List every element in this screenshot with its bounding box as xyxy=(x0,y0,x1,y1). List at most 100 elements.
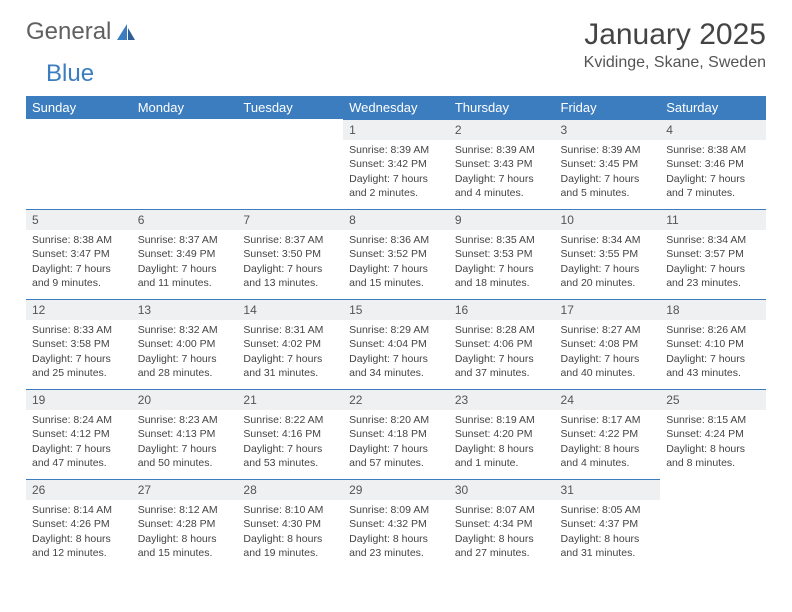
weekday-header: Friday xyxy=(555,96,661,119)
day-number: 7 xyxy=(237,209,343,230)
day-body: Sunrise: 8:39 AMSunset: 3:43 PMDaylight:… xyxy=(449,140,555,204)
day-body: Sunrise: 8:23 AMSunset: 4:13 PMDaylight:… xyxy=(132,410,238,474)
daylight-line: Daylight: 7 hours and 7 minutes. xyxy=(666,172,760,200)
brand-part1: General xyxy=(26,18,111,46)
brand-part2: Blue xyxy=(46,60,94,87)
calendar-day-cell: 1Sunrise: 8:39 AMSunset: 3:42 PMDaylight… xyxy=(343,119,449,209)
day-number: 17 xyxy=(555,299,661,320)
day-number: 31 xyxy=(555,479,661,500)
sunset-line: Sunset: 3:50 PM xyxy=(243,247,337,261)
sunrise-line: Sunrise: 8:27 AM xyxy=(561,323,655,337)
daylight-line: Daylight: 7 hours and 23 minutes. xyxy=(666,262,760,290)
daylight-line: Daylight: 7 hours and 43 minutes. xyxy=(666,352,760,380)
weekday-header: Monday xyxy=(132,96,238,119)
day-number: 25 xyxy=(660,389,766,410)
sunrise-line: Sunrise: 8:39 AM xyxy=(561,143,655,157)
day-number: 5 xyxy=(26,209,132,230)
daylight-line: Daylight: 7 hours and 47 minutes. xyxy=(32,442,126,470)
sunset-line: Sunset: 4:08 PM xyxy=(561,337,655,351)
day-body: Sunrise: 8:31 AMSunset: 4:02 PMDaylight:… xyxy=(237,320,343,384)
sunset-line: Sunset: 4:24 PM xyxy=(666,427,760,441)
weekday-header: Wednesday xyxy=(343,96,449,119)
daylight-line: Daylight: 7 hours and 53 minutes. xyxy=(243,442,337,470)
daylight-line: Daylight: 7 hours and 5 minutes. xyxy=(561,172,655,200)
calendar-day-cell: 5Sunrise: 8:38 AMSunset: 3:47 PMDaylight… xyxy=(26,209,132,299)
calendar-week-row: 19Sunrise: 8:24 AMSunset: 4:12 PMDayligh… xyxy=(26,389,766,479)
day-body: Sunrise: 8:35 AMSunset: 3:53 PMDaylight:… xyxy=(449,230,555,294)
sunrise-line: Sunrise: 8:07 AM xyxy=(455,503,549,517)
sunrise-line: Sunrise: 8:28 AM xyxy=(455,323,549,337)
calendar-day-cell: 17 Sunrise: 8:27 AMSunset: 4:08 PMDayligh… xyxy=(555,299,661,389)
sunset-line: Sunset: 4:34 PM xyxy=(455,517,549,531)
daylight-line: Daylight: 7 hours and 37 minutes. xyxy=(455,352,549,380)
daylight-line: Daylight: 7 hours and 40 minutes. xyxy=(561,352,655,380)
month-title: January 2025 xyxy=(584,18,766,52)
calendar-day-cell: 9Sunrise: 8:35 AMSunset: 3:53 PMDaylight… xyxy=(449,209,555,299)
sunrise-line: Sunrise: 8:34 AM xyxy=(561,233,655,247)
sunset-line: Sunset: 4:32 PM xyxy=(349,517,443,531)
day-number: 21 xyxy=(237,389,343,410)
calendar-week-row: 1Sunrise: 8:39 AMSunset: 3:42 PMDaylight… xyxy=(26,119,766,209)
sunset-line: Sunset: 4:12 PM xyxy=(32,427,126,441)
sunrise-line: Sunrise: 8:39 AM xyxy=(455,143,549,157)
day-number: 28 xyxy=(237,479,343,500)
weekday-header: Tuesday xyxy=(237,96,343,119)
sunrise-line: Sunrise: 8:23 AM xyxy=(138,413,232,427)
sunset-line: Sunset: 3:49 PM xyxy=(138,247,232,261)
calendar-day-cell: 24Sunrise: 8:17 AMSunset: 4:22 PMDayligh… xyxy=(555,389,661,479)
day-body: Sunrise: 8:33 AMSunset: 3:58 PMDaylight:… xyxy=(26,320,132,384)
calendar-empty-cell xyxy=(26,119,132,209)
day-number: 23 xyxy=(449,389,555,410)
daylight-line: Daylight: 8 hours and 8 minutes. xyxy=(666,442,760,470)
sunrise-line: Sunrise: 8:33 AM xyxy=(32,323,126,337)
calendar-day-cell: 27Sunrise: 8:12 AMSunset: 4:28 PMDayligh… xyxy=(132,479,238,569)
calendar-week-row: 5Sunrise: 8:38 AMSunset: 3:47 PMDaylight… xyxy=(26,209,766,299)
calendar-day-cell: 18Sunrise: 8:26 AMSunset: 4:10 PMDayligh… xyxy=(660,299,766,389)
daylight-line: Daylight: 7 hours and 28 minutes. xyxy=(138,352,232,380)
calendar-day-cell: 16Sunrise: 8:28 AMSunset: 4:06 PMDayligh… xyxy=(449,299,555,389)
calendar-week-row: 12Sunrise: 8:33 AMSunset: 3:58 PMDayligh… xyxy=(26,299,766,389)
sunset-line: Sunset: 4:37 PM xyxy=(561,517,655,531)
day-body: Sunrise: 8:12 AMSunset: 4:28 PMDaylight:… xyxy=(132,500,238,564)
calendar-day-cell: 15Sunrise: 8:29 AMSunset: 4:04 PMDayligh… xyxy=(343,299,449,389)
calendar-day-cell: 25 Sunrise: 8:15 AMSunset: 4:24 PMDayligh… xyxy=(660,389,766,479)
sunrise-line: Sunrise: 8:34 AM xyxy=(666,233,760,247)
day-number: 24 xyxy=(555,389,661,410)
sunrise-line: Sunrise: 8:14 AM xyxy=(32,503,126,517)
sunset-line: Sunset: 4:04 PM xyxy=(349,337,443,351)
day-number: 4 xyxy=(660,119,766,140)
day-body: Sunrise: 8:09 AMSunset: 4:32 PMDaylight:… xyxy=(343,500,449,564)
calendar-day-cell: 13Sunrise: 8:32 AMSunset: 4:00 PMDayligh… xyxy=(132,299,238,389)
sunrise-line: Sunrise: 8:15 AM xyxy=(666,413,760,427)
day-number: 8 xyxy=(343,209,449,230)
brand-part2-wrapper: Blue xyxy=(26,60,766,88)
sunrise-line: Sunrise: 8:09 AM xyxy=(349,503,443,517)
daylight-line: Daylight: 7 hours and 50 minutes. xyxy=(138,442,232,470)
daylight-line: Daylight: 7 hours and 2 minutes. xyxy=(349,172,443,200)
daylight-line: Daylight: 8 hours and 27 minutes. xyxy=(455,532,549,560)
day-body: Sunrise: 8:32 AMSunset: 4:00 PMDaylight:… xyxy=(132,320,238,384)
calendar-day-cell: 20Sunrise: 8:23 AMSunset: 4:13 PMDayligh… xyxy=(132,389,238,479)
calendar-day-cell: 26Sunrise: 8:14 AMSunset: 4:26 PMDayligh… xyxy=(26,479,132,569)
calendar-day-cell: 3Sunrise: 8:39 AMSunset: 3:45 PMDaylight… xyxy=(555,119,661,209)
day-body: Sunrise: 8:22 AMSunset: 4:16 PMDaylight:… xyxy=(237,410,343,474)
day-body: Sunrise: 8:39 AMSunset: 3:42 PMDaylight:… xyxy=(343,140,449,204)
sunrise-line: Sunrise: 8:05 AM xyxy=(561,503,655,517)
day-number: 18 xyxy=(660,299,766,320)
day-body: Sunrise: 8:37 AMSunset: 3:49 PMDaylight:… xyxy=(132,230,238,294)
day-body: Sunrise: 8:39 AMSunset: 3:45 PMDaylight:… xyxy=(555,140,661,204)
day-number: 26 xyxy=(26,479,132,500)
day-body: Sunrise: 8:10 AMSunset: 4:30 PMDaylight:… xyxy=(237,500,343,564)
daylight-line: Daylight: 8 hours and 1 minute. xyxy=(455,442,549,470)
calendar-day-cell: 7Sunrise: 8:37 AMSunset: 3:50 PMDaylight… xyxy=(237,209,343,299)
sunrise-line: Sunrise: 8:20 AM xyxy=(349,413,443,427)
daylight-line: Daylight: 8 hours and 23 minutes. xyxy=(349,532,443,560)
day-body: Sunrise: 8:34 AMSunset: 3:55 PMDaylight:… xyxy=(555,230,661,294)
day-body: Sunrise: 8:38 AMSunset: 3:47 PMDaylight:… xyxy=(26,230,132,294)
calendar-day-cell: 30Sunrise: 8:07 AMSunset: 4:34 PMDayligh… xyxy=(449,479,555,569)
day-number: 9 xyxy=(449,209,555,230)
calendar-day-cell: 19Sunrise: 8:24 AMSunset: 4:12 PMDayligh… xyxy=(26,389,132,479)
daylight-line: Daylight: 8 hours and 19 minutes. xyxy=(243,532,337,560)
sunset-line: Sunset: 3:55 PM xyxy=(561,247,655,261)
calendar-day-cell: 22Sunrise: 8:20 AMSunset: 4:18 PMDayligh… xyxy=(343,389,449,479)
